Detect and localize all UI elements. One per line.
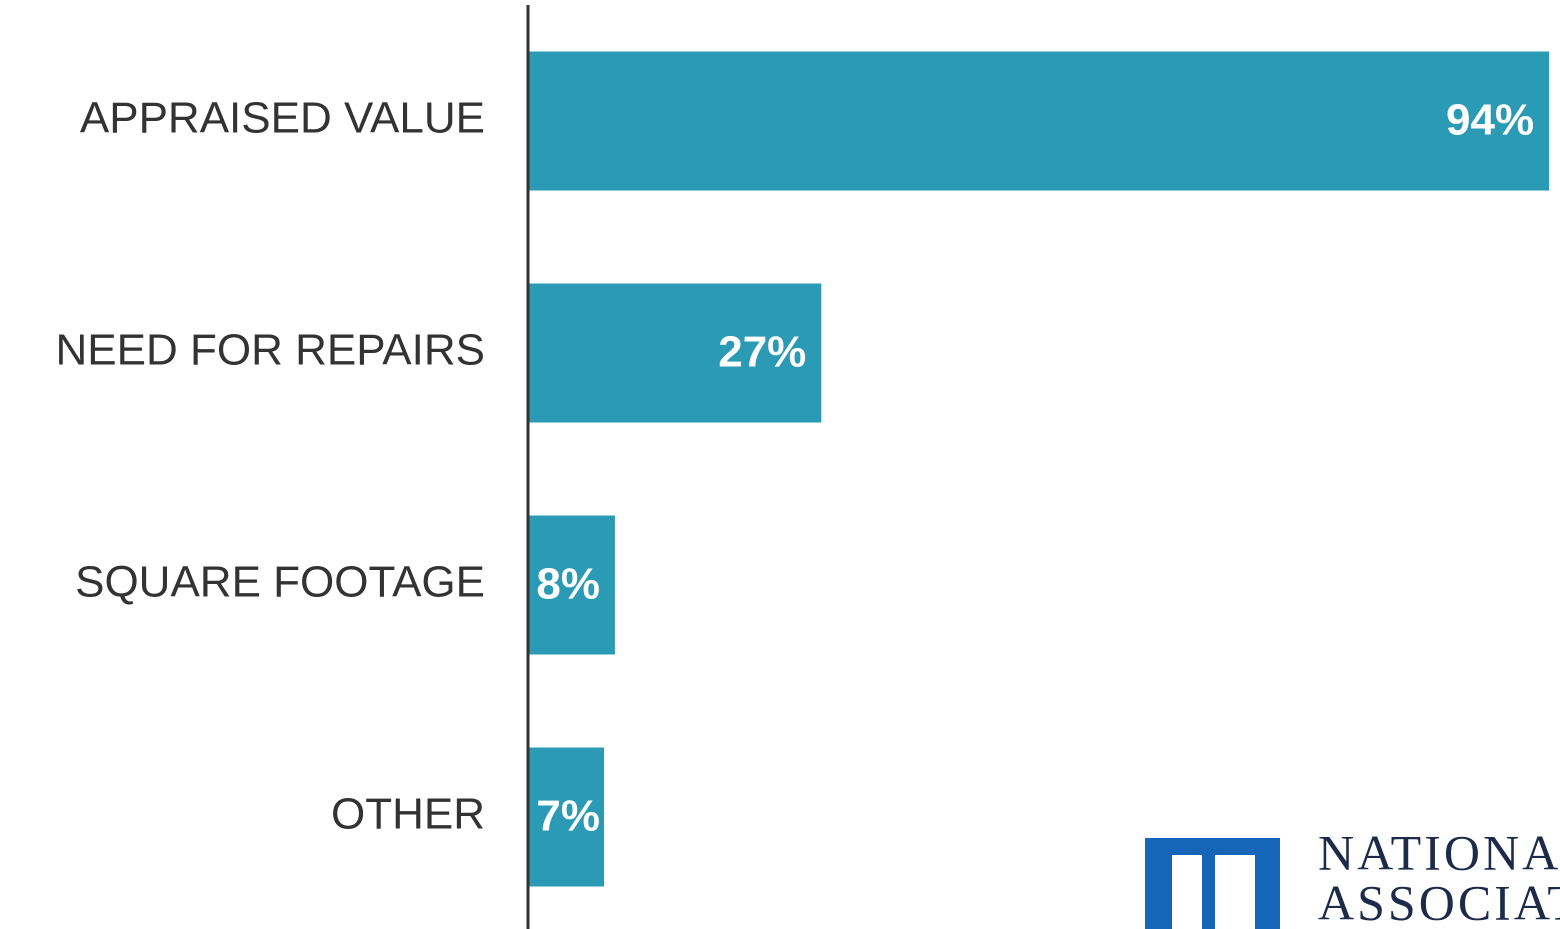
logo-text: NATIONAL <box>1318 824 1560 880</box>
category-label: NEED FOR REPAIRS <box>56 326 485 375</box>
logo-mark <box>1145 838 1280 929</box>
data-label: 8% <box>536 560 600 609</box>
category-label: SQUARE FOOTAGE <box>75 558 485 607</box>
data-label: 94% <box>1446 96 1534 145</box>
category-label: APPRAISED VALUE <box>80 94 485 143</box>
logo-mark <box>1215 855 1255 929</box>
logo-mark <box>1172 855 1202 929</box>
bar <box>528 747 605 887</box>
bar <box>528 51 1550 191</box>
data-label: 27% <box>718 328 806 377</box>
category-label: OTHER <box>331 790 485 839</box>
bar <box>528 515 615 655</box>
data-label: 7% <box>536 792 600 841</box>
logo-text: ASSOCIATION <box>1318 874 1560 929</box>
bar <box>528 283 822 423</box>
